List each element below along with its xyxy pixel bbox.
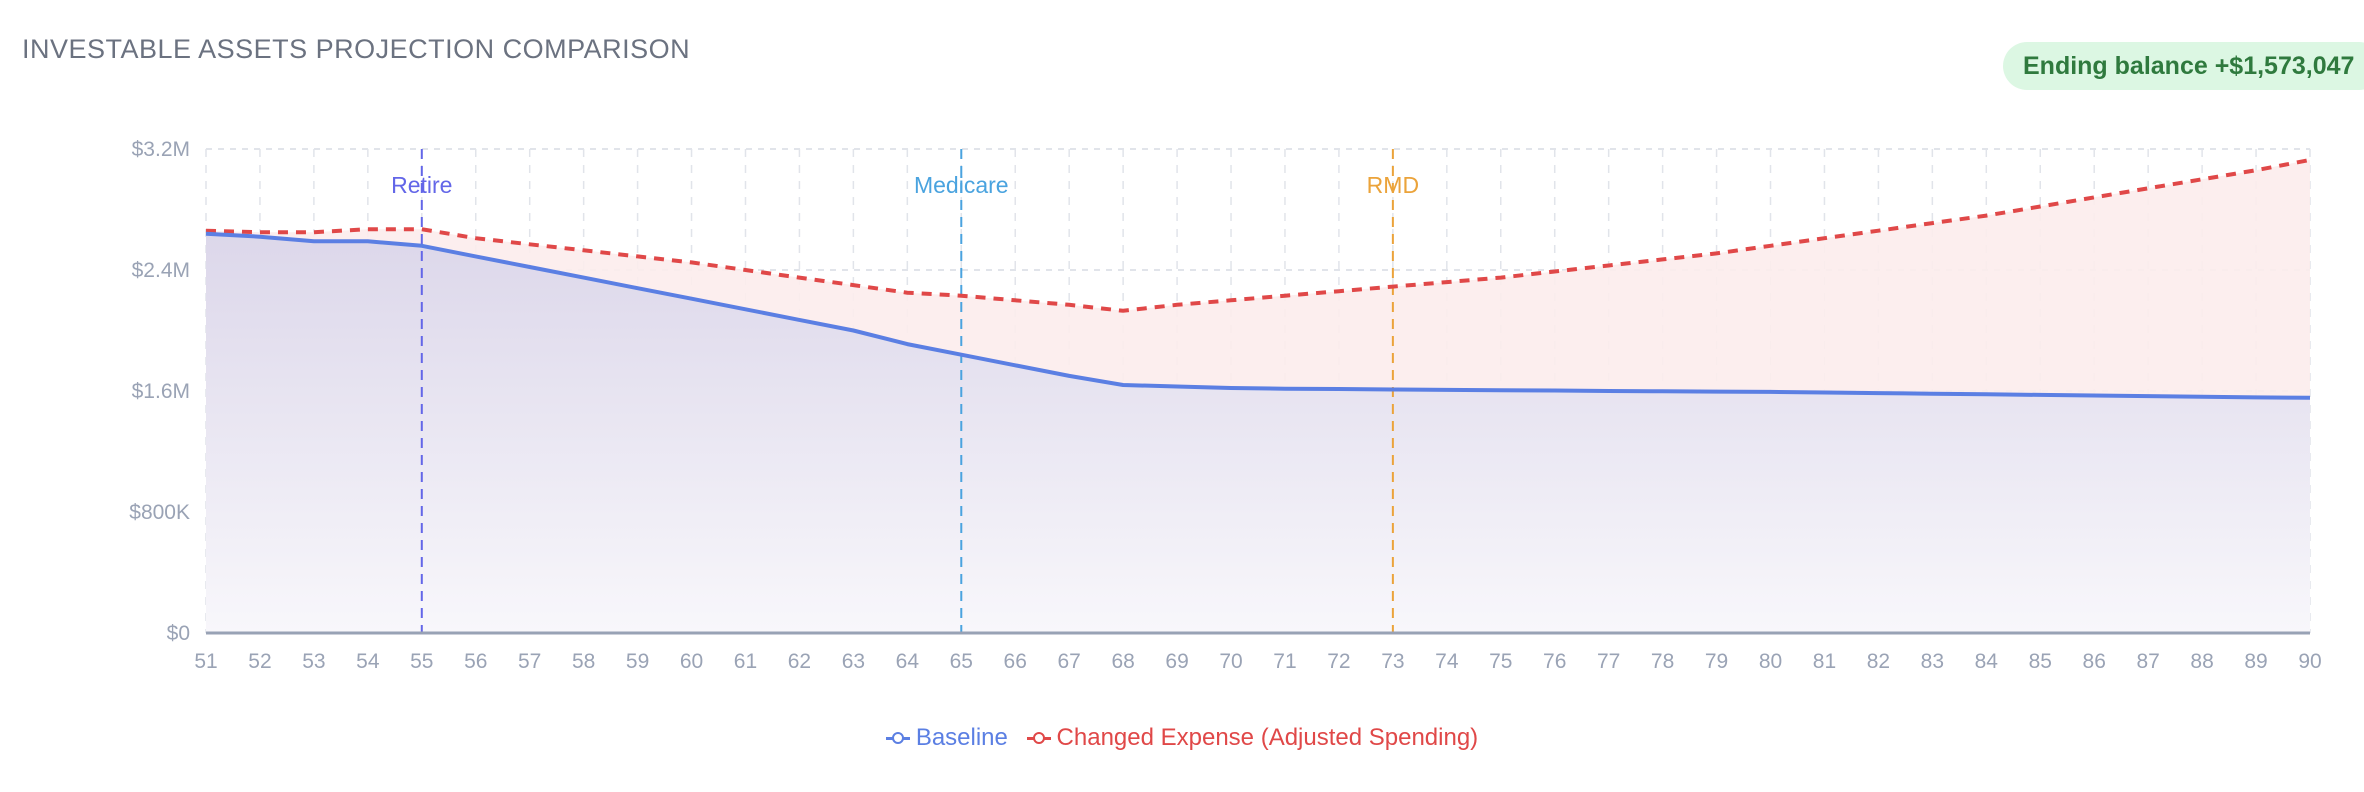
- x-tick-label: 79: [1705, 650, 1728, 673]
- x-tick-label: 73: [1381, 650, 1404, 673]
- y-tick-label: $0: [167, 622, 190, 645]
- baseline-marker-icon: [885, 732, 910, 744]
- x-tick-label: 72: [1327, 650, 1350, 673]
- x-tick-label: 62: [788, 650, 811, 673]
- x-tick-label: 69: [1165, 650, 1188, 673]
- x-tick-label: 80: [1759, 650, 1782, 673]
- event-label-medicare: Medicare: [914, 172, 1009, 198]
- x-tick-label: 90: [2298, 650, 2321, 673]
- y-tick-label: $2.4M: [132, 259, 190, 282]
- x-tick-label: 56: [464, 650, 487, 673]
- x-tick-label: 52: [248, 650, 271, 673]
- y-tick-label: $800K: [129, 501, 190, 524]
- changed-marker-icon: [1026, 732, 1051, 744]
- x-tick-label: 57: [518, 650, 541, 673]
- x-tick-label: 63: [842, 650, 865, 673]
- x-tick-label: 60: [680, 650, 703, 673]
- legend-item-baseline[interactable]: Baseline: [885, 724, 1008, 752]
- chart-title: INVESTABLE ASSETS PROJECTION COMPARISON: [22, 34, 691, 64]
- x-tick-label: 86: [2083, 650, 2106, 673]
- x-tick-label: 77: [1597, 650, 1620, 673]
- x-tick-label: 64: [896, 650, 920, 673]
- x-tick-label: 51: [194, 650, 217, 673]
- x-tick-label: 78: [1651, 650, 1674, 673]
- event-label-retire: Retire: [391, 172, 452, 198]
- x-tick-label: 59: [626, 650, 649, 673]
- legend-label-baseline: Baseline: [915, 724, 1008, 751]
- x-tick-label: 84: [1975, 650, 1999, 673]
- baseline-line: [205, 231, 2311, 400]
- y-tick-label: $3.2M: [132, 138, 190, 161]
- legend: Baseline Changed Expense (Adjusted Spend…: [0, 723, 2364, 752]
- baseline-area: [206, 233, 2310, 633]
- event-label-rmd: RMD: [1367, 172, 1419, 198]
- x-tick-label: 65: [950, 650, 973, 673]
- x-tick-label: 66: [1004, 650, 1027, 673]
- ending-balance-badge: Ending balance +$1,573,047: [2003, 42, 2364, 90]
- x-tick-label: 83: [1921, 650, 1944, 673]
- x-tick-label: 68: [1111, 650, 1134, 673]
- x-tick-label: 74: [1435, 650, 1459, 673]
- x-tick-label: 89: [2244, 650, 2267, 673]
- x-tick-label: 54: [356, 650, 380, 673]
- x-tick-label: 82: [1867, 650, 1890, 673]
- x-tick-label: 75: [1489, 650, 1512, 673]
- x-tick-label: 88: [2190, 650, 2213, 673]
- x-tick-label: 58: [572, 650, 595, 673]
- x-tick-label: 67: [1057, 650, 1080, 673]
- x-tick-label: 81: [1813, 650, 1836, 673]
- x-tick-label: 71: [1273, 650, 1296, 673]
- x-tick-label: 61: [734, 650, 757, 673]
- x-tick-label: 55: [410, 650, 433, 673]
- legend-item-changed[interactable]: Changed Expense (Adjusted Spending): [1026, 724, 1479, 752]
- legend-label-changed: Changed Expense (Adjusted Spending): [1056, 724, 1479, 751]
- x-tick-label: 85: [2029, 650, 2052, 673]
- x-tick-label: 70: [1219, 650, 1242, 673]
- x-tick-label: 53: [302, 650, 325, 673]
- y-tick-label: $1.6M: [132, 380, 190, 403]
- x-tick-label: 87: [2136, 650, 2159, 673]
- x-tick-label: 76: [1543, 650, 1566, 673]
